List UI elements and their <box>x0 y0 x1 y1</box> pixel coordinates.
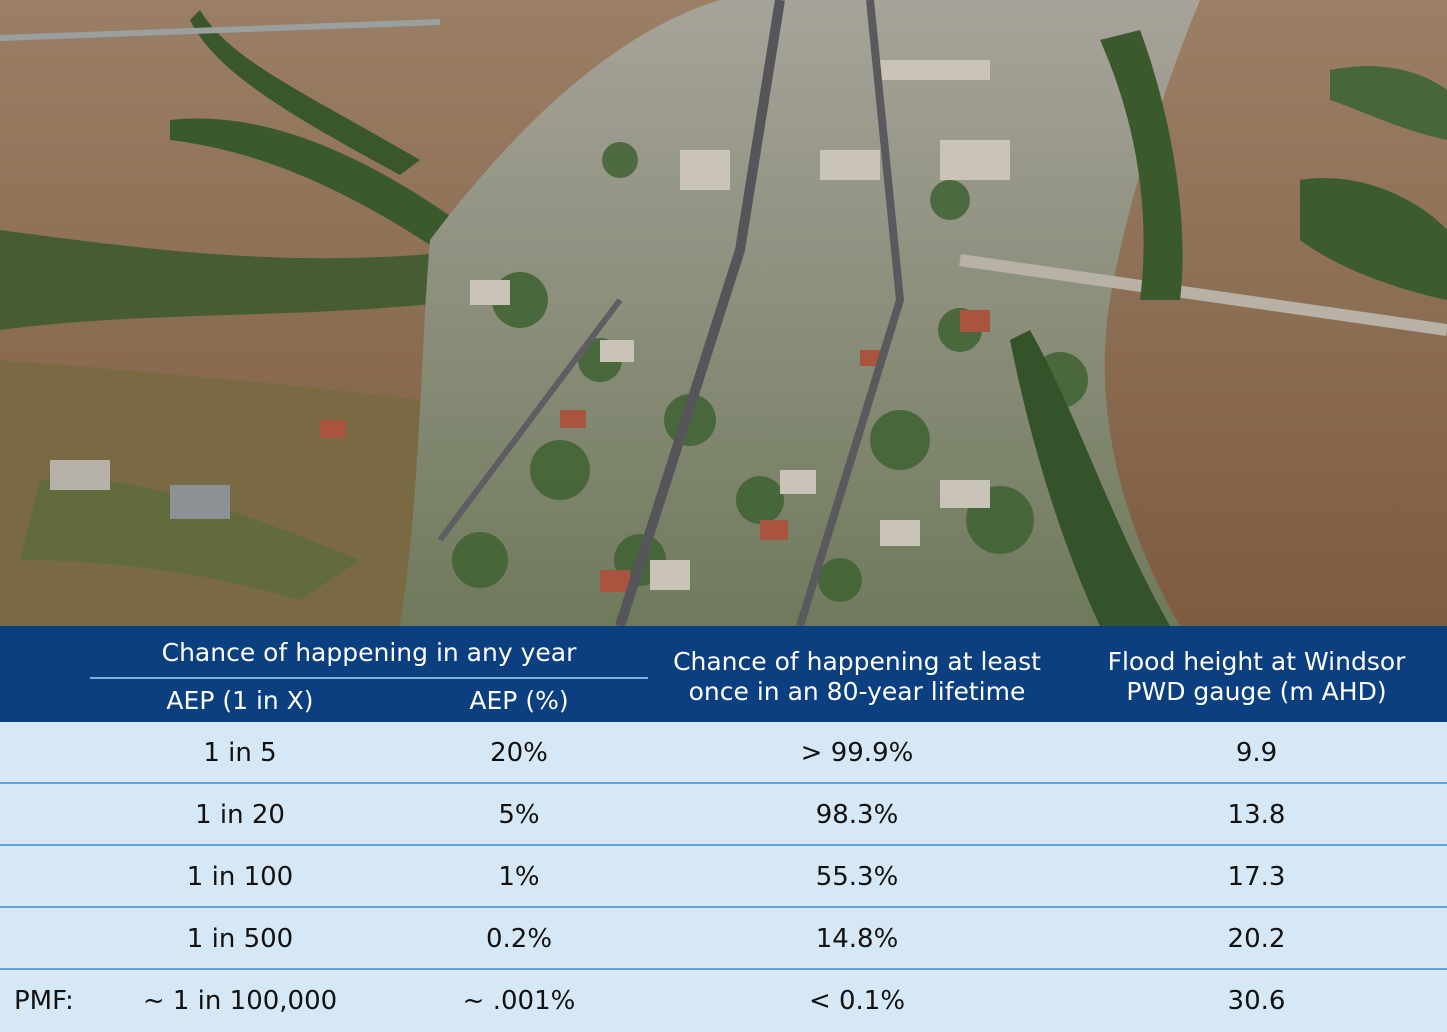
header-height-line2: PWD gauge (m AHD) <box>1126 677 1387 706</box>
table-header: Chance of happening in any year AEP (1 i… <box>0 626 1447 722</box>
cell-aep-percent: 0.2% <box>485 924 553 954</box>
header-height-line1: Flood height at Windsor <box>1107 647 1406 676</box>
table-row: 1 in 100 1% 55.3% 17.3 <box>0 844 1447 906</box>
aerial-flood-photo <box>0 0 1447 626</box>
cell-lifetime-chance: > 99.9% <box>800 738 914 768</box>
cell-aep-percent: ~ .001% <box>462 986 576 1016</box>
cell-aep-percent: 5% <box>498 800 540 830</box>
row-lead-label <box>14 784 94 844</box>
flood-probability-table: Chance of happening in any year AEP (1 i… <box>0 626 1447 1030</box>
header-lifetime-line2: once in an 80-year lifetime <box>688 677 1026 706</box>
header-flood-height: Flood height at Windsor PWD gauge (m AHD… <box>1066 647 1447 707</box>
cell-flood-height: 30.6 <box>1227 986 1286 1016</box>
cell-aep-1-in-x: 1 in 100 <box>186 862 294 892</box>
row-lead-label: PMF: <box>14 986 74 1016</box>
cell-flood-height: 17.3 <box>1227 862 1286 892</box>
cell-aep-1-in-x: 1 in 5 <box>203 738 277 768</box>
cell-aep-1-in-x: 1 in 500 <box>186 924 294 954</box>
cell-aep-1-in-x: ~ 1 in 100,000 <box>142 986 338 1016</box>
header-group-divider <box>90 677 648 679</box>
header-aep-1-in-x: AEP (1 in X) <box>166 686 314 715</box>
header-lifetime-chance: Chance of happening at least once in an … <box>648 647 1066 707</box>
header-lifetime-line1: Chance of happening at least <box>673 647 1041 676</box>
aerial-photo-illustration <box>0 0 1447 626</box>
cell-lifetime-chance: 98.3% <box>815 800 899 830</box>
row-lead-label <box>14 908 94 968</box>
table-row: 1 in 20 5% 98.3% 13.8 <box>0 782 1447 844</box>
cell-lifetime-chance: 55.3% <box>815 862 899 892</box>
table-row: 1 in 5 20% > 99.9% 9.9 <box>0 722 1447 782</box>
row-lead-label <box>14 722 94 782</box>
cell-lifetime-chance: 14.8% <box>815 924 899 954</box>
cell-aep-percent: 20% <box>490 738 548 768</box>
table-row: PMF: ~ 1 in 100,000 ~ .001% < 0.1% 30.6 <box>0 968 1447 1030</box>
cell-aep-1-in-x: 1 in 20 <box>195 800 285 830</box>
cell-flood-height: 9.9 <box>1235 738 1278 768</box>
cell-flood-height: 13.8 <box>1227 800 1286 830</box>
cell-flood-height: 20.2 <box>1227 924 1286 954</box>
cell-lifetime-chance: < 0.1% <box>808 986 906 1016</box>
row-lead-label <box>14 846 94 906</box>
table-row: 1 in 500 0.2% 14.8% 20.2 <box>0 906 1447 968</box>
header-aep-percent: AEP (%) <box>469 686 569 715</box>
cell-aep-percent: 1% <box>498 862 540 892</box>
header-group-title: Chance of happening in any year <box>161 638 577 667</box>
table-body: 1 in 5 20% > 99.9% 9.9 1 in 20 5% 98.3% … <box>0 722 1447 1030</box>
